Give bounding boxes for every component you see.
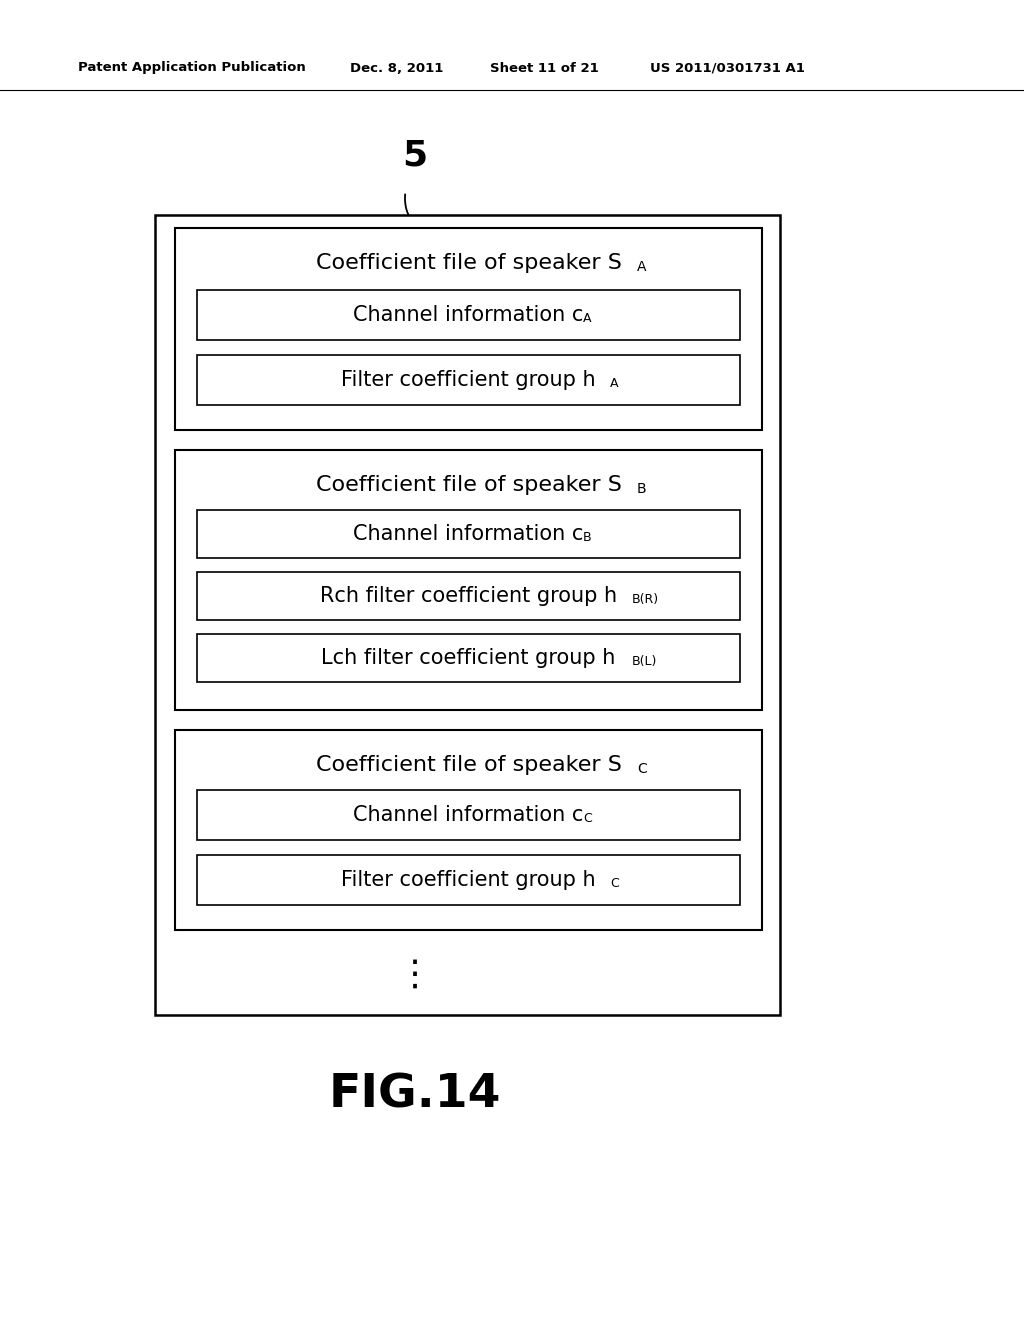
Bar [197,855,740,906]
Text: Sheet 11 of 21: Sheet 11 of 21 [490,62,599,74]
Text: A: A [584,313,592,325]
Text: US 2011/0301731 A1: US 2011/0301731 A1 [650,62,805,74]
Text: FIG.14: FIG.14 [329,1072,502,1118]
Text: Rch filter coefficient group h: Rch filter coefficient group h [319,586,617,606]
Text: C: C [637,762,647,776]
Bar [175,730,762,931]
Text: Channel information c: Channel information c [353,524,584,544]
Text: ⋮: ⋮ [397,958,433,993]
Text: Dec. 8, 2011: Dec. 8, 2011 [350,62,443,74]
Bar [197,572,740,620]
Bar [197,634,740,682]
Text: B: B [584,531,592,544]
Text: Patent Application Publication: Patent Application Publication [78,62,306,74]
Bar [197,355,740,405]
Text: A: A [610,378,618,391]
Text: Coefficient file of speaker S: Coefficient file of speaker S [315,755,622,775]
Text: B: B [637,482,647,496]
Text: Coefficient file of speaker S: Coefficient file of speaker S [315,475,622,495]
Text: B(R): B(R) [632,593,659,606]
Text: B(L): B(L) [632,655,657,668]
Bar [155,215,780,1015]
Text: 5: 5 [402,139,428,172]
Bar [197,290,740,341]
Text: Lch filter coefficient group h: Lch filter coefficient group h [322,648,615,668]
Text: C: C [584,812,592,825]
Bar [175,228,762,430]
Text: Coefficient file of speaker S: Coefficient file of speaker S [315,253,622,273]
Text: Channel information c: Channel information c [353,305,584,325]
Text: Filter coefficient group h: Filter coefficient group h [341,870,596,890]
Text: A: A [637,260,646,275]
Bar [197,789,740,840]
Text: Channel information c: Channel information c [353,805,584,825]
Text: C: C [610,878,620,890]
Bar [197,510,740,558]
Bar [175,450,762,710]
Text: Filter coefficient group h: Filter coefficient group h [341,370,596,389]
